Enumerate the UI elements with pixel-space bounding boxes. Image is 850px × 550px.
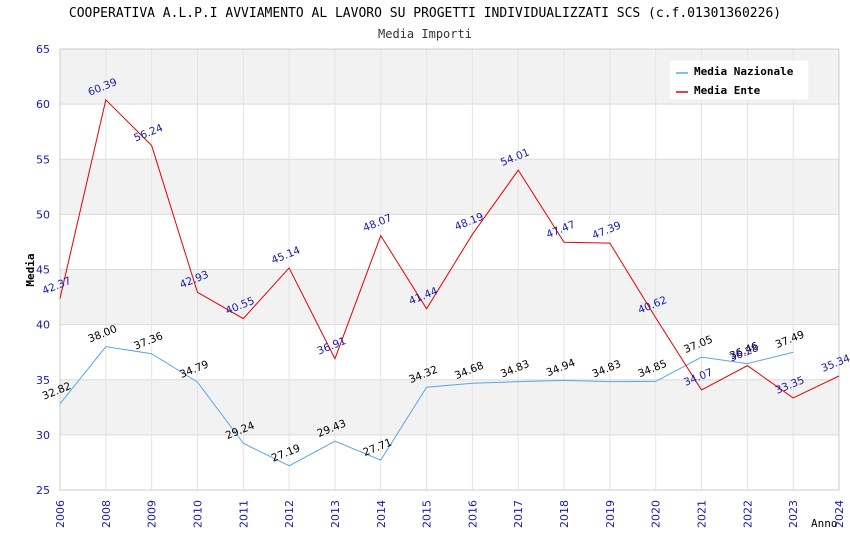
y-tick-label: 65	[36, 43, 50, 56]
y-tick-label: 35	[36, 374, 50, 387]
x-tick-label: 2021	[696, 500, 709, 528]
data-label-ente: 48.07	[361, 212, 393, 234]
grid-lines	[59, 48, 840, 491]
y-tick-label: 50	[36, 208, 50, 221]
y-tick-label: 25	[36, 484, 50, 497]
data-label-nazionale: 34.68	[453, 360, 485, 382]
data-label-nazionale: 37.05	[682, 334, 714, 356]
grid-bands	[60, 49, 839, 435]
data-label-nazionale: 37.36	[132, 330, 165, 353]
data-label-nazionale: 34.79	[178, 358, 210, 380]
x-tick-label: 2016	[466, 500, 479, 528]
x-tick-label: 2014	[375, 500, 388, 528]
data-label-nazionale: 34.83	[591, 358, 623, 380]
x-tick-label: 2019	[604, 500, 617, 528]
data-label-nazionale: 27.71	[361, 437, 393, 459]
plot-frame	[59, 48, 840, 491]
series-line-1	[59, 98, 840, 399]
y-axis-label: Media	[24, 253, 37, 286]
y-tick-label: 40	[36, 319, 50, 332]
y-tick-label: 30	[36, 429, 50, 442]
chart-title: COOPERATIVA A.L.P.I AVVIAMENTO AL LAVORO…	[68, 6, 782, 21]
data-label-ente: 45.14	[270, 244, 303, 267]
x-tick-label: 2006	[54, 500, 67, 528]
x-axis-ticks: 2006 2008 2009 2010 2011 2012 2013 2014 2015 2016…	[54, 500, 846, 528]
x-tick-label: 2020	[650, 500, 663, 528]
grid-band	[60, 379, 839, 435]
x-tick-label: 2017	[512, 500, 525, 528]
y-tick-label: 45	[36, 264, 50, 277]
y-tick-label: 60	[36, 98, 50, 111]
data-label-nazionale: 37.49	[774, 329, 806, 351]
x-tick-label: 2010	[191, 500, 204, 528]
series-lines	[59, 98, 840, 467]
legend-label-ente: Media Ente	[694, 84, 761, 97]
data-label-nazionale: 34.94	[545, 357, 578, 380]
x-tick-label: 2022	[741, 500, 754, 528]
grid-band	[60, 159, 839, 215]
data-label-ente: 36.91	[316, 335, 348, 357]
x-tick-label: 2024	[833, 500, 846, 528]
data-label-nazionale: 38.00	[86, 323, 118, 345]
legend: Media Nazionale Media Ente	[668, 59, 810, 101]
x-tick-label: 2008	[100, 500, 113, 528]
grid-band	[60, 269, 839, 325]
chart-subtitle: Media Importi	[378, 27, 472, 41]
data-label-ente: 47.39	[591, 220, 623, 242]
legend-label-nazionale: Media Nazionale	[694, 65, 794, 78]
x-tick-label: 2009	[146, 500, 159, 528]
x-tick-label: 2012	[283, 500, 296, 528]
data-label-ente: 56.24	[132, 122, 165, 145]
x-axis-label: Anno	[811, 517, 838, 530]
x-tick-label: 2023	[787, 500, 800, 528]
x-tick-label: 2011	[237, 500, 250, 528]
data-label-nazionale: 34.83	[499, 358, 531, 380]
data-label-ente: 35.34	[820, 352, 850, 375]
series-line-0	[59, 346, 794, 467]
x-tick-label: 2013	[329, 500, 342, 528]
y-tick-label: 55	[36, 153, 50, 166]
x-tick-label: 2015	[421, 500, 434, 528]
legend-box	[668, 59, 810, 101]
x-tick-label: 2018	[558, 500, 571, 528]
y-axis-ticks: 25 30 35 40 45 50 55 60 65	[36, 43, 50, 497]
